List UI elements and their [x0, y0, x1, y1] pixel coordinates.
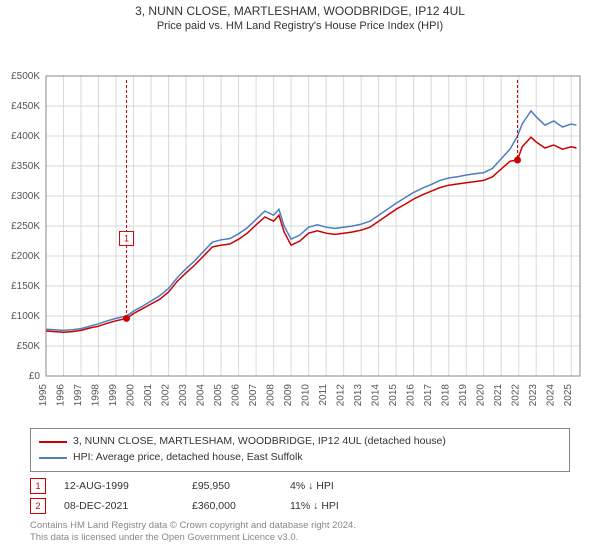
svg-text:2022: 2022 [511, 384, 522, 407]
legend-row: HPI: Average price, detached house, East… [39, 450, 561, 466]
svg-text:2002: 2002 [161, 384, 172, 407]
attribution-line-1: Contains HM Land Registry data © Crown c… [30, 520, 570, 532]
svg-text:2015: 2015 [388, 384, 399, 407]
svg-text:£350K: £350K [11, 161, 40, 172]
sale-date: 12-AUG-1999 [64, 480, 174, 492]
chart-titles: 3, NUNN CLOSE, MARTLESHAM, WOODBRIDGE, I… [0, 0, 600, 32]
svg-text:2004: 2004 [196, 384, 207, 407]
sale-date: 08-DEC-2021 [64, 500, 174, 512]
legend-swatch [39, 457, 67, 459]
svg-text:2019: 2019 [458, 384, 469, 407]
svg-text:2008: 2008 [266, 384, 277, 407]
svg-text:1998: 1998 [91, 384, 102, 407]
svg-text:£50K: £50K [17, 341, 41, 352]
svg-text:1996: 1996 [56, 384, 67, 407]
attribution-line-2: This data is licensed under the Open Gov… [30, 532, 570, 544]
legend-row: 3, NUNN CLOSE, MARTLESHAM, WOODBRIDGE, I… [39, 434, 561, 450]
svg-text:1999: 1999 [108, 384, 119, 407]
svg-text:£450K: £450K [11, 101, 40, 112]
svg-text:2025: 2025 [563, 384, 574, 407]
sale-price: £360,000 [192, 500, 272, 512]
sale-delta-hpi: 4% ↓ HPI [290, 480, 370, 492]
chart-area: £0 £50K £100K £150K £200K £250K £300K £350K £400… [0, 32, 600, 422]
svg-text:2017: 2017 [423, 384, 434, 407]
legend-label: HPI: Average price, detached house, East… [73, 450, 303, 466]
svg-text:2001: 2001 [143, 384, 154, 407]
sale-row: 2 08-DEC-2021 £360,000 11% ↓ HPI [30, 498, 570, 514]
svg-text:1995: 1995 [38, 384, 49, 407]
svg-text:£400K: £400K [11, 131, 40, 142]
sale-price: £95,950 [192, 480, 272, 492]
sale-delta-hpi: 11% ↓ HPI [290, 500, 370, 512]
svg-text:2007: 2007 [248, 384, 259, 407]
svg-text:2018: 2018 [441, 384, 452, 407]
line-chart-svg: £0 £50K £100K £150K £200K £250K £300K £350K £400… [0, 32, 600, 422]
svg-text:2009: 2009 [283, 384, 294, 407]
sale-row: 1 12-AUG-1999 £95,950 4% ↓ HPI [30, 478, 570, 494]
svg-text:2011: 2011 [318, 384, 329, 406]
svg-text:£100K: £100K [11, 311, 40, 322]
sale-marker-number: 2 [30, 498, 46, 514]
sales-table: 1 12-AUG-1999 £95,950 4% ↓ HPI 2 08-DEC-2021 £… [30, 478, 570, 514]
svg-text:£300K: £300K [11, 191, 40, 202]
svg-text:2016: 2016 [406, 384, 417, 407]
legend-label: 3, NUNN CLOSE, MARTLESHAM, WOODBRIDGE, I… [73, 434, 446, 450]
chart-subtitle: Price paid vs. HM Land Registry's House … [0, 20, 600, 32]
chart-title: 3, NUNN CLOSE, MARTLESHAM, WOODBRIDGE, I… [0, 4, 600, 18]
svg-text:£0: £0 [29, 371, 41, 382]
svg-text:2005: 2005 [213, 384, 224, 407]
svg-text:2003: 2003 [178, 384, 189, 407]
legend-swatch [39, 441, 67, 443]
svg-text:2014: 2014 [371, 384, 382, 407]
svg-text:1: 1 [124, 233, 129, 243]
svg-text:2010: 2010 [301, 384, 312, 407]
svg-text:2013: 2013 [353, 384, 364, 407]
svg-text:2021: 2021 [493, 384, 504, 407]
svg-text:2006: 2006 [231, 384, 242, 407]
svg-text:2000: 2000 [126, 384, 137, 407]
svg-text:£200K: £200K [11, 251, 40, 262]
svg-text:2023: 2023 [528, 384, 539, 407]
svg-text:1997: 1997 [73, 384, 84, 407]
svg-text:2024: 2024 [546, 384, 557, 407]
attribution-text: Contains HM Land Registry data © Crown c… [30, 520, 570, 545]
svg-text:£250K: £250K [11, 221, 40, 232]
legend-box: 3, NUNN CLOSE, MARTLESHAM, WOODBRIDGE, I… [30, 428, 570, 472]
svg-text:£150K: £150K [11, 281, 40, 292]
svg-text:£500K: £500K [11, 71, 40, 82]
sale-marker-number: 1 [30, 478, 46, 494]
svg-text:2012: 2012 [336, 384, 347, 407]
svg-text:2020: 2020 [476, 384, 487, 407]
